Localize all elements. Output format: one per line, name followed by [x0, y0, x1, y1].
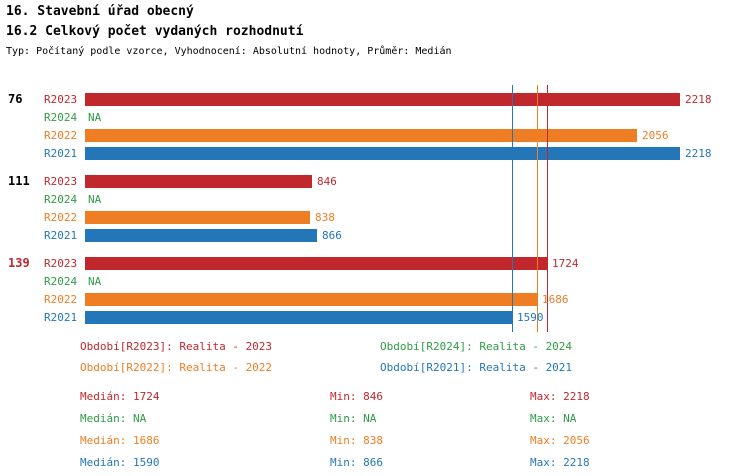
bar-chart: 76 R2023 2218 R2024 NA R2022 2056 R2021 2218 111 R…	[0, 85, 750, 335]
stat-min: Min: 838	[330, 434, 383, 447]
stat-median: Medián: 1590	[80, 456, 160, 469]
stat-max: Max: 2218	[530, 456, 590, 469]
stat-min: Min: 866	[330, 456, 383, 469]
page-subtitle: 16.2 Celkový počet vydaných rozhodnutí	[6, 24, 304, 39]
bar	[85, 311, 512, 324]
chart-meta: Typ: Počítaný podle vzorce, Vyhodnocení:…	[6, 46, 452, 57]
series-label: R2021	[44, 229, 78, 242]
bar	[85, 147, 680, 160]
bar-row: 139 R2023 1724	[0, 257, 750, 270]
bar	[85, 211, 310, 224]
series-label: R2024	[44, 193, 78, 206]
bar-row: R2021 1590	[0, 311, 750, 324]
stats-table: Medián: 1724 Min: 846 Max: 2218 Medián: NA M…	[0, 390, 750, 476]
stat-max: Max: 2218	[530, 390, 590, 403]
page-title: 16. Stavební úřad obecný	[6, 4, 194, 19]
legend: Období[R2023]: Realita - 2023 Období[R202…	[0, 340, 750, 385]
bar-value-label: 2218	[685, 93, 712, 106]
stat-median: Medián: 1724	[80, 390, 160, 403]
series-label: R2022	[44, 129, 78, 142]
series-label: R2023	[44, 175, 78, 188]
legend-item: Období[R2023]: Realita - 2023	[80, 340, 273, 353]
series-label: R2021	[44, 147, 78, 160]
bar	[85, 257, 547, 270]
bar-row: R2024 NA	[0, 275, 750, 288]
bar-value-label: 1590	[517, 311, 544, 324]
bar-value-label: 2218	[685, 147, 712, 160]
na-label: NA	[88, 193, 102, 206]
group-label: 111	[8, 174, 30, 188]
stat-median: Medián: 1686	[80, 434, 160, 447]
bar-row: R2024 NA	[0, 111, 750, 124]
series-label: R2023	[44, 93, 78, 106]
legend-item: Období[R2022]: Realita - 2022	[80, 361, 273, 374]
bar	[85, 229, 317, 242]
bar-row: R2022 1686	[0, 293, 750, 306]
bar-row: R2021 866	[0, 229, 750, 242]
bar-value-label: 846	[317, 175, 337, 188]
series-label: R2021	[44, 311, 78, 324]
series-label: R2024	[44, 111, 78, 124]
median-line	[537, 85, 538, 332]
bar-row: 76 R2023 2218	[0, 93, 750, 106]
bar-value-label: 838	[315, 211, 335, 224]
series-label: R2024	[44, 275, 78, 288]
series-label: R2023	[44, 257, 78, 270]
stat-max: Max: NA	[530, 412, 577, 425]
bar-value-label: 1724	[552, 257, 579, 270]
series-label: R2022	[44, 293, 78, 306]
group-label: 76	[8, 92, 23, 106]
bar-row: R2024 NA	[0, 193, 750, 206]
bar-row: R2021 2218	[0, 147, 750, 160]
legend-item: Období[R2024]: Realita - 2024	[380, 340, 573, 353]
bar	[85, 93, 680, 106]
bar-row: 111 R2023 846	[0, 175, 750, 188]
bar	[85, 175, 312, 188]
na-label: NA	[88, 111, 102, 124]
stat-median: Medián: NA	[80, 412, 147, 425]
na-label: NA	[88, 275, 102, 288]
series-label: R2022	[44, 211, 78, 224]
stat-min: Min: NA	[330, 412, 377, 425]
median-line	[512, 85, 513, 332]
bar-value-label: 866	[322, 229, 342, 242]
group-label: 139	[8, 256, 30, 270]
bar	[85, 129, 637, 142]
stat-min: Min: 846	[330, 390, 383, 403]
bar	[85, 293, 537, 306]
stat-max: Max: 2056	[530, 434, 590, 447]
bar-row: R2022 838	[0, 211, 750, 224]
median-line	[547, 85, 548, 332]
bar-value-label: 2056	[642, 129, 669, 142]
bar-row: R2022 2056	[0, 129, 750, 142]
bar-value-label: 1686	[542, 293, 569, 306]
legend-item: Období[R2021]: Realita - 2021	[380, 361, 573, 374]
